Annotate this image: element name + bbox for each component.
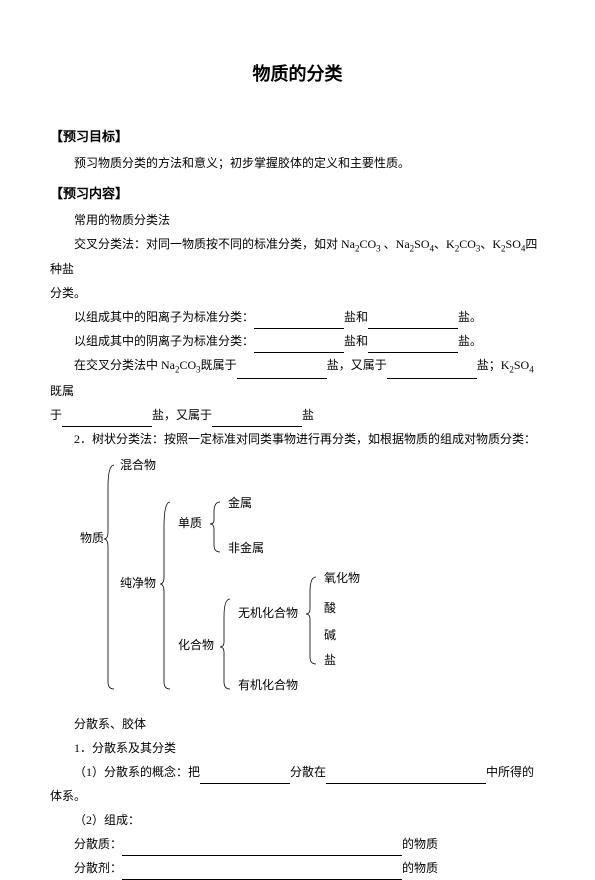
content-line6: 于 盐，又属于 盐 bbox=[50, 403, 545, 427]
l2-m4: 、K bbox=[434, 237, 455, 251]
tree-svg: 物质 混合物 纯净物 单质 化合物 金属 非金属 无机化合物 有机化合物 氧化物… bbox=[80, 457, 520, 697]
dispersion-line3: 分散质： 的物质 bbox=[50, 832, 545, 856]
l5f: SO bbox=[514, 358, 529, 372]
content-line2: 交叉分类法：对同一物质按不同的标准分类，如对 Na2CO3 、Na2SO4、K2… bbox=[50, 232, 545, 281]
l2-m2: 、Na bbox=[381, 237, 410, 251]
content-line4: 以组成其中的阴离子为标准分类： 盐和 盐。 bbox=[50, 329, 545, 353]
tree-root: 物质 bbox=[80, 531, 104, 545]
l5e: 盐；K bbox=[477, 358, 510, 372]
l6b: 盐，又属于 bbox=[152, 408, 212, 422]
l2-m3: SO bbox=[414, 237, 429, 251]
blank-disp-4 bbox=[122, 866, 402, 880]
tree-salt: 盐 bbox=[324, 653, 336, 667]
l2-pre: 交叉分类法：对同一物质按不同的标准分类，如对 Na bbox=[74, 237, 355, 251]
tree-base: 碱 bbox=[324, 628, 336, 642]
tree-organic: 有机化合物 bbox=[238, 677, 298, 692]
l4c: 盐。 bbox=[458, 334, 482, 348]
content-line5: 在交叉分类法中 Na2CO3既属于盐，又属于盐；K2SO4既属 bbox=[50, 353, 545, 402]
blank-disp-2 bbox=[326, 770, 486, 784]
blank-cation-2 bbox=[368, 315, 458, 329]
tree-simple: 单质 bbox=[178, 516, 202, 530]
l3c: 盐。 bbox=[458, 310, 482, 324]
tree-metal: 金属 bbox=[228, 495, 252, 510]
d4a: 分散剂： bbox=[74, 861, 122, 875]
l5c: 既属于 bbox=[201, 358, 237, 372]
l5d: 盐，又属于 bbox=[327, 358, 387, 372]
tree-mix: 混合物 bbox=[120, 457, 156, 472]
content-heading: 【预习内容】 bbox=[50, 183, 545, 202]
d3b: 的物质 bbox=[402, 837, 438, 851]
l6a: 于 bbox=[50, 408, 62, 422]
l5b: CO bbox=[180, 358, 197, 372]
l6c: 盐 bbox=[302, 408, 314, 422]
d3a: 分散质： bbox=[74, 837, 122, 851]
l2-m1: CO bbox=[360, 237, 377, 251]
content-line7: 2．树状分类法：按照一定标准对同类事物进行再分类，如根据物质的组成对物质分类： bbox=[50, 427, 545, 451]
blank-cation-1 bbox=[254, 315, 344, 329]
dispersion-sub1: 1．分散系及其分类 bbox=[50, 736, 545, 760]
content-line2-end: 分类。 bbox=[50, 281, 545, 305]
tree-nonmetal: 非金属 bbox=[228, 540, 264, 555]
content-line3: 以组成其中的阳离子为标准分类： 盐和 盐。 bbox=[50, 305, 545, 329]
l4b: 盐和 bbox=[344, 334, 368, 348]
tree-oxide: 氧化物 bbox=[324, 571, 360, 585]
page-title: 物质的分类 bbox=[50, 60, 545, 86]
blank-cross-1 bbox=[237, 365, 327, 379]
l4a: 以组成其中的阴离子为标准分类： bbox=[74, 334, 254, 348]
dispersion-line4: 分散剂： 的物质 bbox=[50, 856, 545, 880]
d1a: （1）分散系的概念：把 bbox=[74, 765, 200, 779]
l5a: 在交叉分类法中 Na bbox=[74, 358, 175, 372]
dispersion-heading: 分散系、胶体 bbox=[50, 712, 545, 736]
tree-acid: 酸 bbox=[324, 600, 336, 615]
dispersion-line2: （2）组成： bbox=[50, 808, 545, 832]
blank-cross-2 bbox=[387, 365, 477, 379]
l3b: 盐和 bbox=[344, 310, 368, 324]
l2-m7: SO bbox=[506, 237, 521, 251]
l3a: 以组成其中的阳离子为标准分类： bbox=[74, 310, 254, 324]
objective-heading: 【预习目标】 bbox=[50, 126, 545, 145]
blank-cross-4 bbox=[212, 413, 302, 427]
content-line1: 常用的物质分类法 bbox=[50, 208, 545, 232]
blank-disp-3 bbox=[122, 842, 402, 856]
blank-anion-2 bbox=[368, 339, 458, 353]
blank-anion-1 bbox=[254, 339, 344, 353]
l2-m6: 、K bbox=[480, 237, 501, 251]
d1b: 分散在 bbox=[290, 765, 326, 779]
objective-text: 预习物质分类的方法和意义；初步掌握胶体的定义和主要性质。 bbox=[50, 151, 545, 175]
tree-pure: 纯净物 bbox=[120, 576, 156, 590]
classification-tree: 物质 混合物 纯净物 单质 化合物 金属 非金属 无机化合物 有机化合物 氧化物… bbox=[80, 457, 545, 702]
tree-compound: 化合物 bbox=[178, 637, 214, 652]
d4b: 的物质 bbox=[402, 861, 438, 875]
blank-disp-1 bbox=[200, 770, 290, 784]
tree-inorganic: 无机化合物 bbox=[238, 605, 298, 620]
dispersion-line1: （1）分散系的概念：把分散在中所得的体系。 bbox=[50, 760, 545, 808]
l2-m5: CO bbox=[459, 237, 476, 251]
l5g: 既属 bbox=[50, 384, 74, 398]
blank-cross-3 bbox=[62, 413, 152, 427]
